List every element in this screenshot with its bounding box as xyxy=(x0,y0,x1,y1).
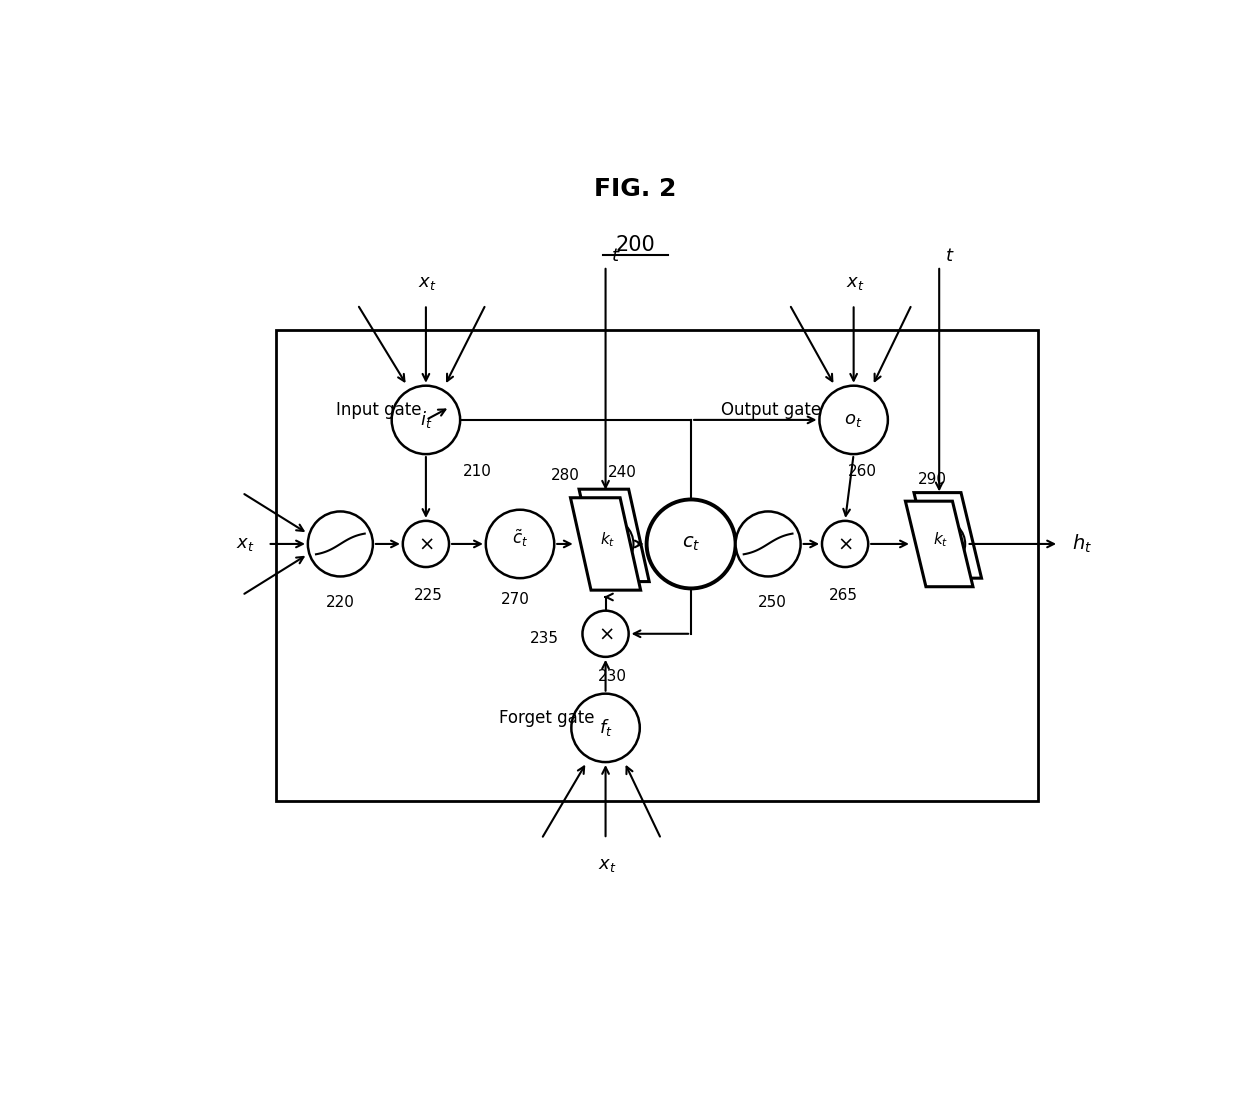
Circle shape xyxy=(486,510,554,578)
Text: $k_t$: $k_t$ xyxy=(934,530,949,549)
Text: 270: 270 xyxy=(501,592,531,607)
Circle shape xyxy=(583,611,629,657)
Text: $i_t$: $i_t$ xyxy=(419,409,432,430)
Text: $o_t$: $o_t$ xyxy=(844,411,863,429)
Text: Forget gate: Forget gate xyxy=(498,709,594,727)
Circle shape xyxy=(918,520,965,568)
Circle shape xyxy=(392,386,460,454)
Text: $x_t$: $x_t$ xyxy=(237,534,254,553)
Polygon shape xyxy=(914,492,982,578)
Text: 280: 280 xyxy=(551,468,580,483)
FancyBboxPatch shape xyxy=(277,330,1038,801)
Text: 240: 240 xyxy=(609,466,637,480)
Text: 235: 235 xyxy=(529,631,558,645)
Text: 250: 250 xyxy=(758,594,787,610)
Polygon shape xyxy=(579,489,650,581)
Text: $x_t$: $x_t$ xyxy=(418,274,436,292)
Circle shape xyxy=(735,511,801,577)
Text: $k_t$: $k_t$ xyxy=(600,530,615,549)
Text: 260: 260 xyxy=(848,463,877,479)
Text: $\times$: $\times$ xyxy=(418,534,434,553)
Text: Input gate: Input gate xyxy=(336,401,422,419)
Circle shape xyxy=(403,521,449,567)
Text: FIG. 2: FIG. 2 xyxy=(594,177,677,201)
Text: 265: 265 xyxy=(828,588,858,603)
Text: $\times$: $\times$ xyxy=(598,624,614,643)
Text: $x_t$: $x_t$ xyxy=(846,274,864,292)
Text: $h_t$: $h_t$ xyxy=(1071,533,1092,556)
Text: $t$: $t$ xyxy=(945,247,955,264)
Text: $c_t$: $c_t$ xyxy=(682,534,701,553)
Text: 230: 230 xyxy=(598,669,627,684)
Text: $\tilde{c}_t$: $\tilde{c}_t$ xyxy=(512,528,528,550)
Text: 225: 225 xyxy=(414,588,443,603)
Circle shape xyxy=(822,521,868,567)
Circle shape xyxy=(308,511,373,577)
Text: 200: 200 xyxy=(615,234,656,254)
Text: $f_t$: $f_t$ xyxy=(599,718,613,739)
Text: $t$: $t$ xyxy=(611,247,621,264)
Text: $\times$: $\times$ xyxy=(837,534,853,553)
Text: Output gate: Output gate xyxy=(720,401,821,419)
Circle shape xyxy=(582,518,634,570)
Circle shape xyxy=(572,693,640,762)
Polygon shape xyxy=(905,501,973,587)
Text: 290: 290 xyxy=(918,472,947,488)
Polygon shape xyxy=(570,498,641,590)
Circle shape xyxy=(646,500,735,589)
Text: 220: 220 xyxy=(326,594,355,610)
Text: $x_t$: $x_t$ xyxy=(598,855,616,873)
Text: 210: 210 xyxy=(463,463,491,479)
Circle shape xyxy=(820,386,888,454)
